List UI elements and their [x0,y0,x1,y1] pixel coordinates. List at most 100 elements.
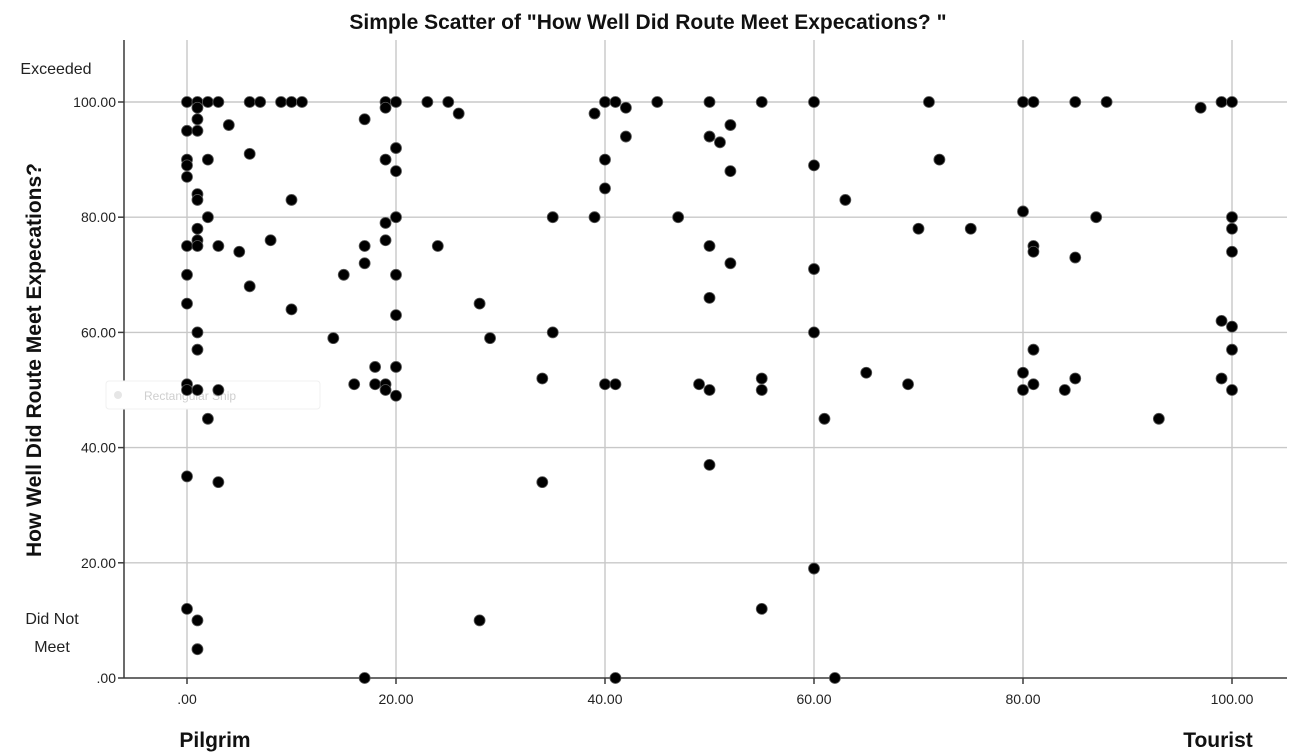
scatter-point [755,96,768,108]
scatter-point [651,96,664,108]
scatter-point [902,378,914,391]
y-end-label-bottom-line2: Meet [34,639,70,656]
x-end-label-right: Tourist [1183,729,1253,752]
scatter-point [379,384,392,396]
scatter-point [714,136,726,149]
scatter-point [703,458,716,471]
scatter-point [191,643,204,656]
chart-title: Simple Scatter of "How Well Did Route Me… [349,11,946,34]
scatter-point [1194,101,1207,114]
scatter-point [473,614,486,627]
scatter-point [181,96,193,108]
scatter-point [703,96,716,108]
scatter-point [201,153,214,166]
scatter-point [546,211,559,224]
scatter-point [369,378,382,391]
scatter-point [181,470,193,483]
scatter-point [1215,314,1228,327]
scatter-point [212,384,225,396]
y-tick-label: 100.00 [73,94,116,110]
scatter-point [808,326,820,339]
scatter-point [1226,96,1238,108]
scatter-point [724,257,737,270]
scatter-point [201,211,214,224]
scatter-point [1027,245,1040,258]
scatter-point [390,268,402,281]
scatter-point [808,562,820,575]
scatter-point [243,96,256,108]
scatter-point [755,384,768,396]
scatter-point [243,280,256,293]
scatter-point [181,170,193,183]
scatter-point [181,297,193,310]
scatter-point [808,96,820,108]
snip-overlay: Rectangular Snip [105,380,321,410]
x-tick-labels: .00 20.00 40.00 60.00 80.00 100.00 [177,691,1253,707]
scatter-point [181,268,193,281]
scatter-point [191,326,204,339]
scatter-point [191,240,204,252]
scatter-point [201,96,214,108]
y-end-label-bottom-line1: Did Not [25,611,79,628]
scatter-point [285,194,298,206]
scatter-point [1226,222,1238,235]
scatter-point [390,389,402,402]
scatter-point [379,234,392,247]
y-tick-label: .00 [97,670,117,686]
scatter-point [599,153,611,166]
scatter-point [390,211,402,224]
y-tick-label: 60.00 [81,324,116,340]
scatter-point [191,343,204,356]
scatter-point [442,96,455,108]
y-tick-label: 20.00 [81,555,116,571]
scatter-point [337,268,350,281]
scatter-point [588,211,601,224]
scatter-point [181,124,193,137]
scatter-point [212,240,225,252]
scatter-point [933,153,946,166]
scatter-point [421,96,434,108]
scatter-point [724,119,737,131]
scatter-point [191,101,204,114]
scatter-point [379,153,392,166]
scatter-point [191,113,204,126]
scatter-point [964,222,977,235]
scatter-point [264,234,277,247]
scatter-point [296,96,308,108]
gridlines [118,40,1287,684]
scatter-point [599,96,611,108]
scatter-point [191,384,204,396]
x-tick-label: 60.00 [796,691,831,707]
scatter-point [620,101,632,114]
scatter-point [1226,245,1238,258]
x-tick-label: 40.00 [587,691,622,707]
scatter-point [808,159,820,172]
scatter-point [452,107,465,120]
scatter-point [358,113,371,126]
scatter-point [390,309,402,322]
scatter-point [1027,378,1040,391]
scatter-point [285,303,298,316]
scatter-point [222,119,235,131]
scatter-point [191,222,204,235]
scatter-point [1215,96,1228,108]
scatter-point [703,240,716,252]
scatter-point [755,372,768,385]
scatter-point [1069,372,1082,385]
snip-overlay-box [105,380,321,410]
scatter-point [1058,384,1071,396]
scatter-point [390,96,402,108]
scatter-point [327,332,340,345]
scatter-point [191,194,204,206]
scatter-point [536,372,549,385]
scatter-point [609,672,622,684]
scatter-point [379,217,392,229]
scatter-point [431,240,444,252]
scatter-point [233,245,246,258]
scatter-point [1017,366,1029,379]
scatter-point [839,194,852,206]
y-axis-title: How Well Did Route Meet Expecations? [23,163,46,557]
scatter-point [724,165,737,178]
scatter-point [599,182,611,195]
